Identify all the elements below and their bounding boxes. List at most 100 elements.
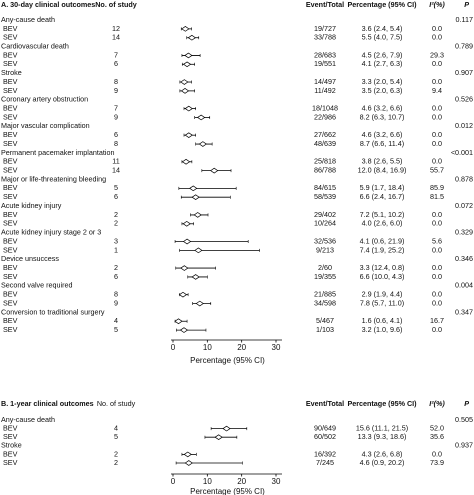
i2-value: 0.0	[432, 272, 442, 281]
study-count: 6	[114, 130, 118, 139]
estimate-diamond	[193, 212, 202, 218]
group-name: Conversion to traditional surgery	[1, 307, 105, 316]
x-tick-label: 0	[171, 477, 176, 486]
study-count: 2	[114, 449, 118, 458]
estimate-diamond	[214, 434, 223, 441]
event-total: 86/788	[314, 166, 336, 175]
estimate-label: 4.5 (2.6, 7.9)	[362, 50, 403, 59]
header-i2: I²(%)	[429, 0, 445, 9]
header-p: P	[464, 399, 469, 408]
estimate-label: 4.0 (2.6, 6.0)	[362, 219, 403, 228]
estimate-diamond	[184, 52, 193, 59]
row-name: BEV	[3, 449, 18, 458]
p-value: 0.329	[455, 228, 473, 237]
study-count: 2	[114, 458, 118, 467]
estimate-diamond	[222, 425, 231, 432]
estimate-label: 7.8 (5.7, 11.0)	[360, 298, 404, 307]
p-value: <0.001	[451, 148, 473, 157]
i2-value: 0.0	[432, 157, 442, 166]
study-count: 6	[114, 272, 118, 281]
event-total: 29/402	[314, 210, 336, 219]
study-count: 14	[112, 166, 120, 175]
estimate-label: 2.9 (1.9, 4.4)	[362, 290, 403, 299]
estimate-diamond	[182, 61, 192, 68]
estimate-label: 5.9 (1.7, 18.4)	[360, 183, 405, 192]
estimate-diamond	[184, 132, 193, 139]
estimate-label: 3.6 (2.4, 5.4)	[362, 24, 403, 33]
row-name: SEV	[3, 112, 18, 121]
event-total: 18/1048	[312, 104, 338, 113]
study-count: 8	[114, 290, 118, 299]
p-value: 0.937	[455, 441, 473, 450]
p-value: 0.526	[455, 95, 473, 104]
group-name: Stroke	[1, 441, 22, 450]
i2-value: 0.0	[432, 77, 442, 86]
estimate-diamond	[181, 26, 190, 32]
study-count: 6	[114, 59, 118, 68]
row-name: BEV	[3, 77, 18, 86]
study-count: 2	[114, 210, 118, 219]
estimate-diamond	[191, 194, 200, 201]
p-value: 0.907	[455, 68, 473, 77]
estimate-diamond	[198, 141, 207, 147]
event-total: 11/492	[314, 86, 335, 95]
estimate-label: 4.6 (3.2, 6.6)	[362, 104, 403, 113]
group-name: Stroke	[1, 68, 22, 77]
header-study: No. of study	[97, 399, 136, 408]
group-name: Device unsuccess	[1, 254, 59, 263]
header-study: No. of study	[95, 0, 137, 9]
study-count: 11	[112, 157, 119, 166]
i2-value: 52.0	[430, 424, 444, 433]
estimate-diamond	[194, 247, 203, 254]
estimate-diamond	[191, 274, 200, 280]
estimate-diamond	[180, 79, 189, 85]
study-count: 5	[114, 325, 118, 334]
p-value: 0.346	[455, 254, 473, 263]
row-name: BEV	[3, 183, 18, 192]
group-name: Permanent pacemaker implantation	[1, 148, 114, 157]
event-total: 19/355	[314, 272, 336, 281]
estimate-label: 6.6 (2.4, 16.7)	[360, 192, 405, 201]
study-count: 8	[114, 139, 118, 148]
row-name: SEV	[3, 139, 18, 148]
event-total: 84/615	[314, 183, 336, 192]
event-total: 60/502	[314, 432, 336, 441]
i2-value: 0.0	[432, 59, 442, 68]
study-count: 6	[114, 192, 118, 201]
estimate-label: 4.6 (0.9, 20.2)	[360, 458, 405, 467]
i2-value: 85.9	[430, 183, 444, 192]
row-name: SEV	[3, 325, 18, 334]
study-count: 3	[114, 236, 118, 245]
i2-value: 0.0	[432, 298, 442, 307]
estimate-diamond	[189, 185, 198, 192]
header-events: Event/Total	[306, 0, 344, 9]
p-value: 0.878	[455, 174, 473, 183]
panel-title: A. 30-day clinical outcomes	[1, 0, 95, 9]
x-tick-label: 20	[237, 477, 246, 486]
estimate-diamond	[197, 114, 206, 121]
p-value: 0.505	[455, 415, 473, 424]
study-count: 9	[114, 298, 118, 307]
i2-value: 0.0	[432, 210, 442, 219]
event-total: 58/539	[314, 192, 336, 201]
row-name: BEV	[3, 210, 18, 219]
header-p: P	[464, 0, 469, 9]
x-tick-label: 20	[237, 343, 246, 352]
row-name: BEV	[3, 50, 18, 59]
x-tick-label: 0	[171, 343, 176, 352]
row-name: SEV	[3, 192, 18, 201]
event-total: 1/103	[316, 325, 334, 334]
estimate-label: 8.7 (6.6, 11.4)	[360, 139, 404, 148]
study-count: 14	[112, 33, 120, 42]
event-total: 22/986	[314, 112, 336, 121]
row-name: SEV	[3, 272, 18, 281]
group-name: Acute kidney injury	[1, 201, 62, 210]
estimate-diamond	[178, 291, 188, 298]
header-estimate: Percentage (95% CI)	[347, 0, 417, 9]
study-count: 12	[112, 24, 120, 33]
row-name: BEV	[3, 263, 18, 272]
study-count: 5	[114, 432, 118, 441]
study-count: 4	[114, 316, 118, 325]
event-total: 48/639	[314, 139, 336, 148]
row-name: SEV	[3, 59, 18, 68]
